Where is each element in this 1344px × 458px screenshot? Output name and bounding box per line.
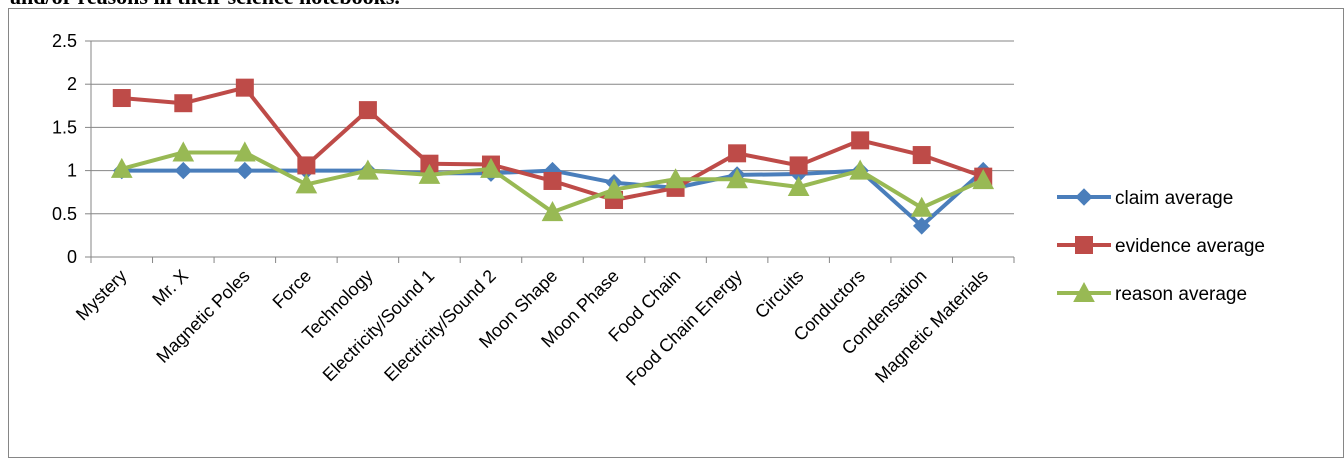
claim-average-point (912, 217, 931, 235)
reason-average-point (972, 169, 995, 190)
evidence-average-legend-label: evidence average (1115, 236, 1265, 257)
x-tick-label: Mystery (72, 266, 131, 325)
claim-average-point (174, 161, 193, 180)
reason-average-point (910, 196, 933, 217)
reason-average-point (110, 157, 133, 178)
reason-average-point (849, 159, 872, 180)
evidence-average-point (851, 131, 870, 150)
claim-average-legend-marker (1075, 188, 1093, 206)
reason-average-point (541, 201, 564, 222)
y-tick-label: 0 (67, 247, 77, 267)
x-tick-label: Food Chain Energy (622, 266, 746, 390)
reason-average-point (664, 168, 687, 189)
evidence-average-point (789, 156, 808, 175)
y-tick-label: 1 (67, 161, 77, 181)
reason-average-point (295, 173, 318, 194)
reason-average-point (357, 159, 379, 180)
reason-average-series (110, 141, 995, 222)
y-tick-label: 2 (67, 74, 77, 94)
reason-average-point (233, 141, 256, 162)
reason-average-point (418, 163, 441, 184)
y-axis-tick-labels: 0 0.5 1 1.5 2 2.5 (52, 31, 77, 267)
y-tick-label: 1.5 (52, 117, 77, 137)
reason-average-point (480, 157, 502, 178)
x-tick-label: Circuits (751, 266, 808, 323)
evidence-average-point (420, 154, 439, 173)
axes (85, 40, 1015, 263)
evidence-average-point (358, 101, 377, 120)
x-tick-label: Mr. X (148, 266, 192, 310)
evidence-average-legend-marker (1075, 236, 1093, 254)
reason-average-point (726, 168, 748, 189)
x-tick-label: Force (269, 266, 316, 313)
y-tick-label: 0.5 (52, 204, 77, 224)
x-tick-label: Magnetic Materials (871, 266, 992, 387)
y-tick-label: 2.5 (52, 31, 77, 51)
reason-average-point (787, 175, 810, 197)
series (110, 78, 995, 235)
reason-average-point (172, 141, 195, 162)
reason-average-legend-label: reason average (1115, 284, 1247, 305)
chart-frame: 0 0.5 1 1.5 2 2.5 Mystery Mr. X Magnetic Poles F… (8, 8, 1344, 458)
evidence-average-point (297, 156, 316, 175)
evidence-average-series (112, 78, 993, 209)
x-tick-label: Electricity/Sound 1 (319, 266, 439, 386)
evidence-average-point (543, 171, 562, 190)
evidence-average-point (912, 146, 931, 165)
claim-average-point (236, 161, 254, 180)
x-tick-label: Electricity/Sound 2 (380, 266, 500, 386)
claim-average-legend-label: claim average (1115, 188, 1233, 209)
evidence-average-point (728, 144, 747, 163)
evidence-average-point (235, 78, 254, 97)
document-caption: and/or reasons in their science notebook… (10, 0, 400, 10)
reason-average-point (603, 178, 625, 199)
reason-average-legend-marker (1073, 281, 1095, 302)
evidence-average-point (112, 89, 131, 108)
legend: claim average evidence average reason aver… (1057, 188, 1265, 305)
evidence-average-point (174, 94, 193, 113)
